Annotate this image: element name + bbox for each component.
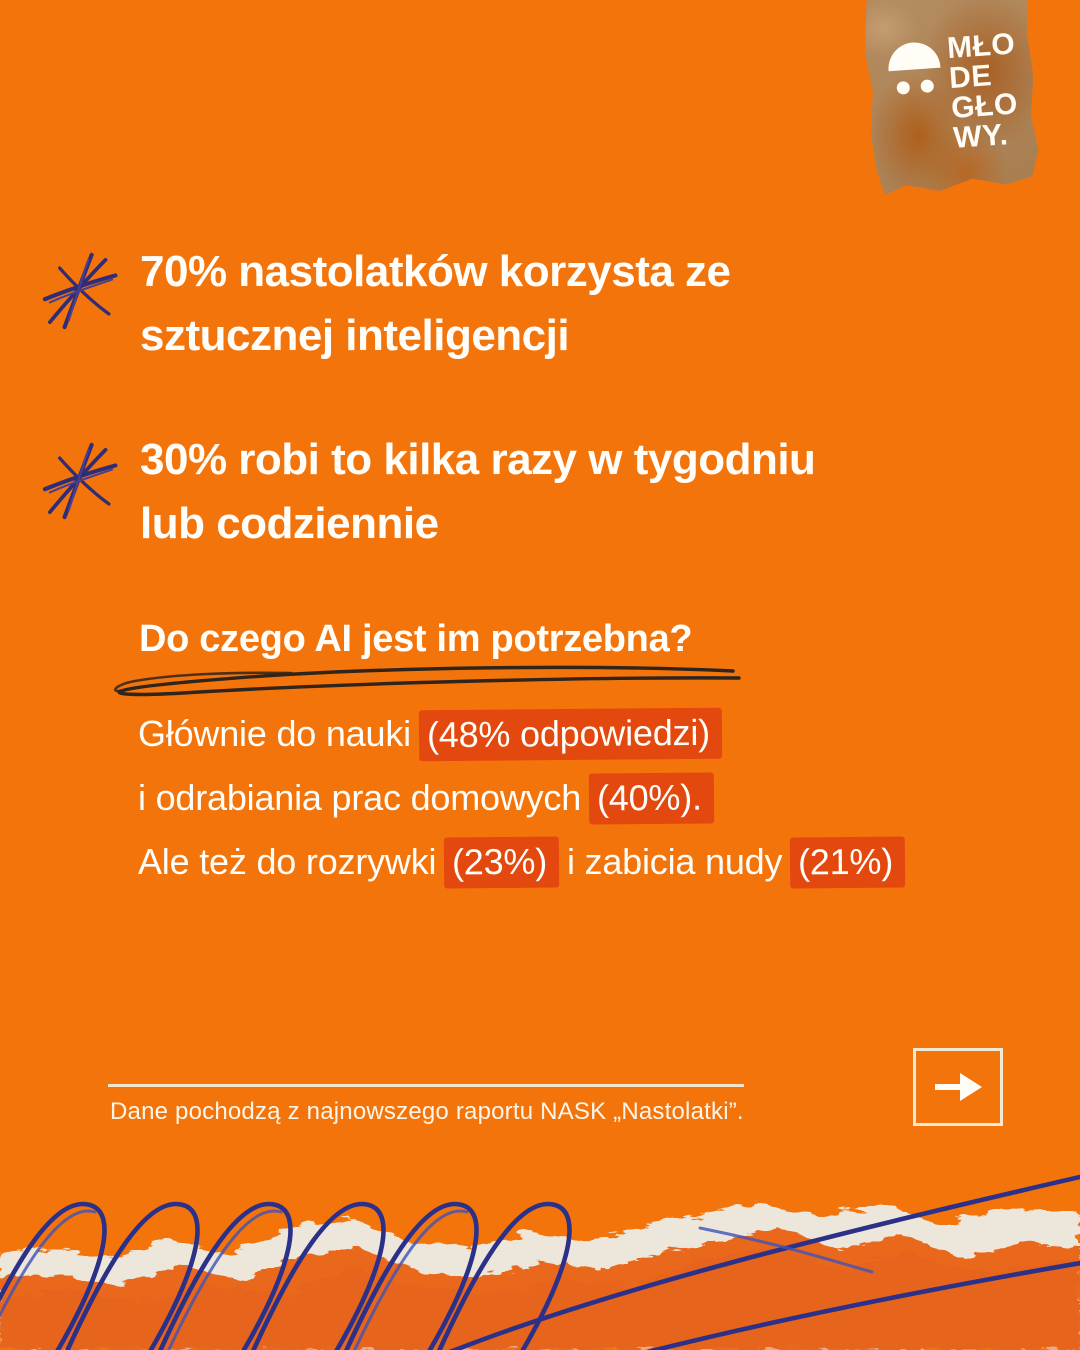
section-heading: Do czego AI jest im potrzebna? — [139, 618, 693, 660]
next-arrow-button[interactable] — [913, 1048, 1003, 1126]
body-text: i odrabiania prac domowych — [138, 777, 591, 818]
stat-highlight: (48% odpowiedzi) — [418, 707, 722, 762]
brand-patch: MŁO DE GŁO WY. — [861, 0, 1041, 196]
divider — [108, 1084, 744, 1087]
dome-face-icon — [887, 41, 941, 72]
stat-highlight: (21%) — [789, 836, 906, 889]
brand-logo-text: MŁO DE GŁO WY. — [946, 29, 1022, 153]
underline-doodle-icon — [114, 665, 741, 697]
arrow-right-icon — [935, 1073, 982, 1101]
stat-bullet-line: lub codziennie — [140, 499, 439, 548]
body-line: i odrabiania prac domowych (40%). — [138, 766, 1038, 830]
brand-logo-line: WY. — [952, 118, 1010, 155]
star-doodle-icon — [42, 442, 118, 520]
dome-face-eye-icon — [920, 79, 934, 93]
stat-highlight: (23%) — [443, 836, 560, 889]
stat-bullet: 70% nastolatków korzysta ze sztucznej in… — [140, 240, 731, 368]
body-text: i zabicia nudy — [557, 841, 793, 882]
stat-bullet: 30% robi to kilka razy w tygodniu lub co… — [140, 428, 816, 556]
stat-bullet-line: 70% nastolatków korzysta ze — [140, 247, 731, 296]
dome-face-eye-icon — [896, 81, 910, 95]
body-text: Głównie do nauki — [138, 713, 421, 754]
body-text: Ale też do rozrywki — [138, 841, 447, 882]
torn-paper-graphic — [0, 1174, 1080, 1350]
stat-bullet-line: 30% robi to kilka razy w tygodniu — [140, 435, 816, 484]
stat-bullet-line: sztucznej inteligencji — [140, 311, 570, 360]
source-note: Dane pochodzą z najnowszego raportu NASK… — [110, 1098, 744, 1125]
stat-highlight: (40%). — [588, 772, 714, 825]
body-copy: Głównie do nauki (48% odpowiedzi) i odra… — [138, 702, 1038, 894]
pen-scribble-icon — [0, 1174, 1080, 1350]
body-line: Ale też do rozrywki (23%) i zabicia nudy… — [138, 830, 1038, 894]
star-doodle-icon — [42, 252, 118, 330]
body-line: Głównie do nauki (48% odpowiedzi) — [138, 702, 1038, 766]
